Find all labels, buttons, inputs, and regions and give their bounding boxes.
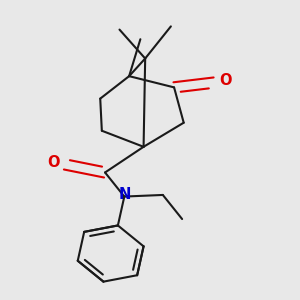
Text: N: N [118,188,130,202]
Text: O: O [219,74,232,88]
Text: O: O [47,155,60,170]
